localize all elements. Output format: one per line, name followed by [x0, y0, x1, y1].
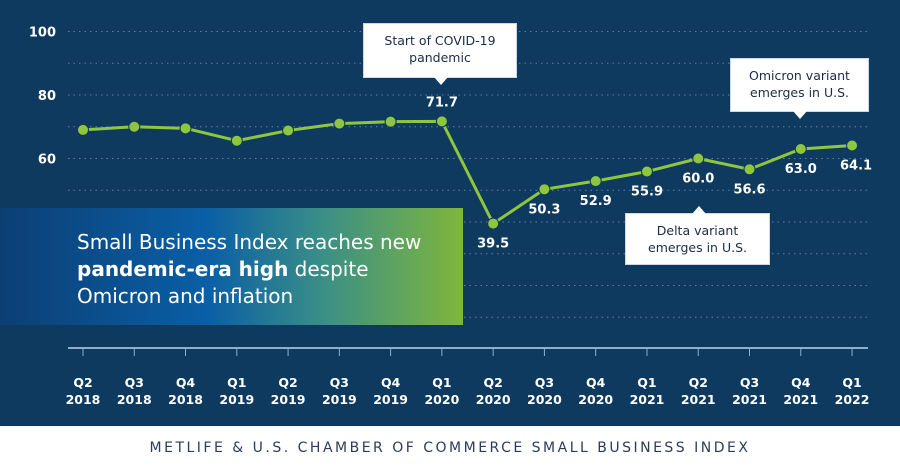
data-point [333, 117, 346, 130]
data-label: 39.5 [477, 237, 509, 252]
x-tick-label: Q4 2021 [783, 375, 818, 407]
x-tick-label: Q1 2019 [219, 375, 254, 407]
data-point [794, 142, 807, 155]
headline-part2: despite Omicron and inflation [77, 257, 369, 308]
data-label: 71.7 [426, 95, 458, 110]
data-point [589, 175, 602, 188]
x-tick-label: Q2 2018 [66, 375, 101, 407]
headline-text: Small Business Index reaches new pandemi… [77, 229, 457, 310]
x-tick-label: Q3 2019 [322, 375, 357, 407]
y-tick-label: 80 [38, 89, 56, 104]
data-point [128, 120, 141, 133]
data-label: 64.1 [840, 158, 872, 173]
data-label: 55.9 [631, 185, 663, 200]
data-label: 63.0 [785, 162, 817, 177]
footer-source: METLIFE & U.S. CHAMBER OF COMMERCE SMALL… [149, 440, 751, 456]
annotation-delta: Delta variant emerges in U.S. .callout[d… [625, 206, 770, 265]
data-point [77, 123, 89, 136]
data-point [846, 139, 859, 152]
data-label: 50.3 [528, 202, 560, 217]
data-point [640, 165, 653, 178]
data-point [230, 134, 243, 147]
x-tick-label: Q3 2021 [732, 375, 767, 407]
chart-area: 20406080100Q22018Q32018Q42018Q12019Q2201… [0, 0, 900, 426]
data-point [179, 122, 192, 135]
headline-box: Small Business Index reaches new pandemi… [0, 208, 463, 325]
x-tick-label: Q2 2019 [271, 375, 306, 407]
data-point [692, 152, 705, 165]
data-point [487, 217, 500, 230]
x-tick-label: Q1 2022 [835, 375, 870, 407]
annotation-covid: Start of COVID-19 pandemic .callout[data… [363, 23, 517, 85]
annotation-omicron: Omicron variant emerges in U.S. .callout… [730, 58, 869, 119]
y-tick-label: 60 [38, 153, 56, 168]
series-line [82, 119, 853, 226]
data-point [435, 115, 448, 128]
x-tick-label: Q1 2020 [424, 375, 459, 407]
y-tick-label: 100 [29, 26, 56, 41]
data-point [743, 163, 756, 176]
x-tick-label: Q3 2020 [527, 375, 562, 407]
data-point [282, 124, 295, 137]
data-label: 56.6 [733, 182, 765, 197]
x-tick-label: Q2 2020 [476, 375, 511, 407]
x-tick-label: Q3 2018 [117, 375, 152, 407]
data-label: 60.0 [682, 172, 714, 187]
headline-part1: Small Business Index reaches new [77, 230, 422, 254]
x-tick-label: Q4 2018 [168, 375, 203, 407]
x-tick-label: Q4 2020 [578, 375, 613, 407]
headline-bold: pandemic-era high [77, 257, 289, 281]
data-point [384, 115, 397, 128]
data-point [538, 183, 551, 196]
data-label: 52.9 [580, 194, 612, 209]
x-tick-label: Q1 2021 [630, 375, 665, 407]
x-tick-label: Q4 2019 [373, 375, 408, 407]
x-tick-label: Q2 2021 [681, 375, 716, 407]
